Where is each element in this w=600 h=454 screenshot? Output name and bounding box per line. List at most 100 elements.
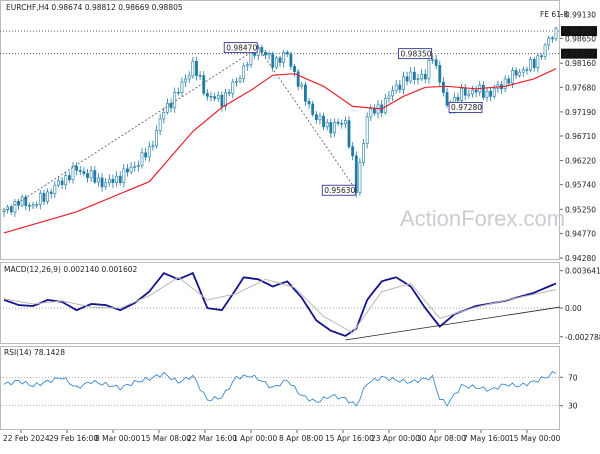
candle-body [351,146,355,157]
macd-tick-label: 0.00 [565,304,582,313]
candle-body [20,196,24,206]
price-annotation-box [398,48,432,60]
rsi-tick-label: 70 [568,373,578,382]
price-tick-label: 0.98160 [565,59,596,68]
candle-body [318,115,322,120]
candle-body [133,166,137,168]
candle-body [24,196,28,206]
candle-body [362,143,365,163]
signal-line [3,276,557,334]
candle-body [155,130,158,147]
candle-body [176,92,180,94]
candle-body [383,98,387,113]
candle-body [267,53,271,56]
candle-body [191,61,195,77]
candle-body [529,59,532,71]
candle-body [507,78,511,84]
rsi-panel [0,346,560,430]
candle-body [224,92,227,107]
x-tick-label: 29 Feb 16:00 [49,434,98,443]
candle-body [442,81,445,93]
candle-body [162,111,166,120]
candle-body [198,75,202,77]
price-tick-label: 0.94280 [565,254,596,263]
candle-body [220,94,224,107]
candle-body [405,76,409,82]
x-tick-label: 22 Mar 16:00 [187,434,237,443]
macd-tick-label: -0.002788 [565,333,600,342]
candle-body [97,177,100,183]
candle-body [304,84,307,102]
candle-body [42,193,46,202]
candle-body [521,69,525,73]
candle-body [358,162,362,193]
candle-body [307,100,311,105]
candle-body [460,88,463,101]
candle-body [38,193,42,205]
symbol-ohlc: EURCHF,H4 0.98674 0.98812 0.98669 0.9880… [6,3,183,12]
rsi-title: RSI(14) 78.1428 [4,348,65,357]
price-series: 0.98470 0.95630 0.98350 0.97280 [0,26,560,234]
macd-series [0,271,561,341]
candle-body [107,178,111,184]
macd-tick-label: 0.003641 [565,267,600,276]
price-tag [561,48,597,59]
candle-body [147,146,151,158]
candle-body [554,28,558,40]
candle-body [205,93,209,97]
price-annotation-label: 0.97280 [451,103,482,112]
candle-body [53,184,57,194]
price-annotation-label: 0.95630 [324,186,355,195]
candle-body [471,89,474,95]
candle-body [536,55,540,68]
candle-body [78,170,82,172]
candle-body [543,44,547,57]
candle-body [245,64,249,67]
rsi-line [3,371,557,408]
candle-body [485,90,489,98]
candle-body [394,84,398,91]
price-tick-label: 0.94770 [565,229,596,238]
x-tick-label: 22 Feb 2024 [3,434,50,443]
price-tag-label: 0.98350 [563,50,594,59]
candle-body [49,191,53,194]
candle-body [140,152,144,166]
candle-body [35,204,39,206]
price-annotation-label: 0.98350 [401,49,432,58]
candle-body [456,97,460,101]
price-tick-label: 0.96710 [565,132,596,141]
candle-body [202,75,206,94]
candle-body [365,116,369,144]
candle-body [293,66,296,73]
candle-body [329,122,333,134]
candle-body [46,191,49,202]
candle-body [333,121,336,134]
candle-body [71,166,75,181]
candle-body [213,96,217,99]
candle-body [274,57,278,68]
candle-body [9,206,13,213]
candle-body [86,173,89,178]
candle-body [118,175,122,183]
candle-body [169,102,173,109]
moving-average-line [3,68,557,234]
candle-body [525,69,529,71]
candle-body [467,93,471,96]
candle-body [242,65,246,79]
candle-body [180,81,184,94]
rsi-series [0,371,560,408]
candle-body [195,61,198,76]
candle-body [166,102,169,113]
macd-title: MACD(12,26,9) 0.002140 0.001602 [4,265,138,274]
candle-body [60,180,64,185]
candle-body [474,89,478,93]
candle-body [438,65,442,83]
candle-body [31,204,35,207]
price-tick-label: 0.97190 [565,108,596,117]
candle-body [420,73,424,80]
candle-body [511,70,514,84]
candle-body [387,95,391,99]
price-tick-label: 0.98650 [565,35,596,44]
candle-body [354,155,358,193]
